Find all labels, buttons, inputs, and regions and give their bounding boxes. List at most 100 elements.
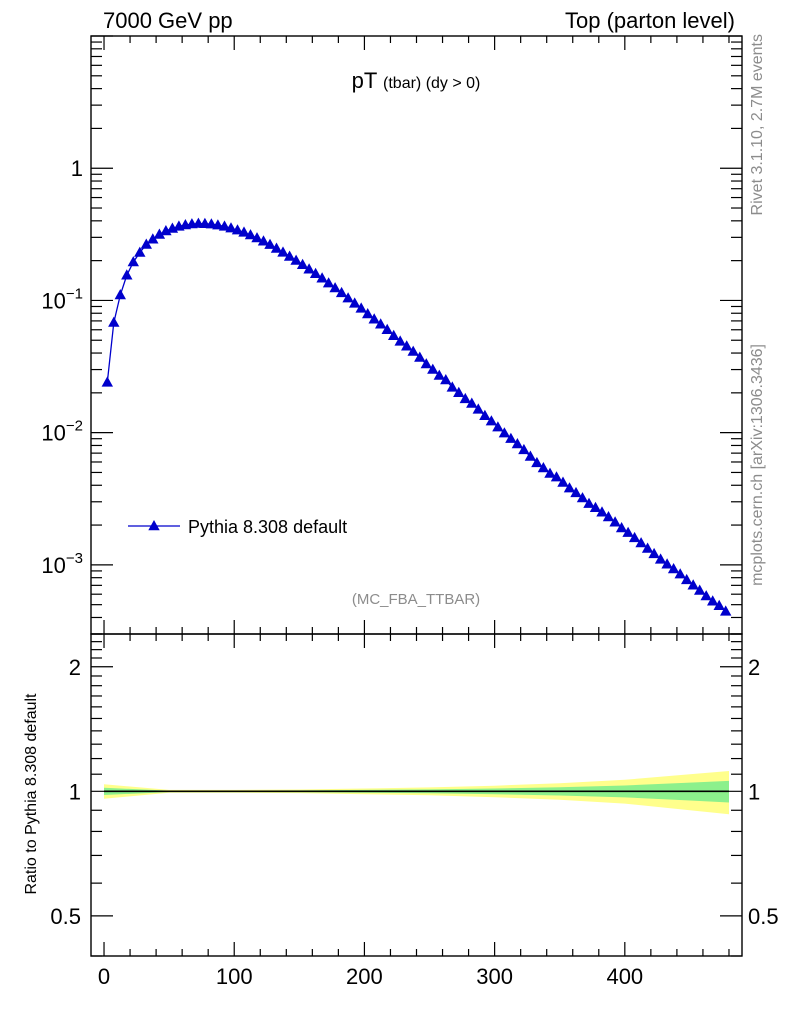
data-point: [498, 427, 511, 438]
data-point: [283, 250, 296, 261]
data-point: [485, 415, 498, 426]
data-point: [355, 302, 367, 313]
data-point: [609, 516, 621, 527]
data-point: [335, 286, 348, 298]
data-point: [231, 224, 244, 235]
data-point: [466, 397, 478, 408]
data-point: [218, 220, 231, 231]
data-point: [654, 553, 667, 564]
data-point: [550, 471, 563, 482]
data-point: [511, 438, 524, 449]
data-point: [602, 511, 615, 522]
data-point: [101, 376, 113, 387]
data-point: [114, 289, 126, 300]
data-point: [147, 233, 159, 244]
main-ytick-label: 10−2: [41, 418, 83, 446]
data-point: [472, 403, 484, 414]
data-point: [615, 522, 628, 533]
data-point: [316, 272, 328, 283]
data-point: [329, 282, 341, 293]
data-point: [635, 537, 647, 548]
main-panel-data: [101, 217, 732, 616]
data-point: [388, 329, 400, 340]
data-point: [641, 542, 654, 553]
mcplots-source-label: mcplots.cern.ch [arXiv:1306.3436]: [749, 344, 766, 586]
data-point: [108, 316, 120, 327]
xtick-label: 400: [606, 964, 643, 989]
data-point: [648, 547, 660, 559]
data-point: [583, 497, 595, 508]
data-point: [440, 374, 452, 385]
ratio-ytick-label-left: 0.5: [50, 904, 81, 929]
header-collision-info: 7000 GeV pp: [103, 8, 233, 33]
ratio-ytick-label-left: 1: [69, 779, 81, 804]
ratio-ytick-label-left: 2: [69, 655, 81, 680]
data-point: [544, 467, 556, 478]
legend-label: Pythia 8.308 default: [188, 517, 347, 537]
data-point: [375, 318, 387, 329]
data-point: [479, 409, 491, 420]
data-point: [309, 267, 322, 278]
data-point: [225, 222, 237, 233]
ratio-ytick-label-right: 0.5: [748, 904, 779, 929]
chart-title: pT (tbar) (dy > 0): [352, 68, 481, 93]
data-point: [349, 297, 361, 308]
data-point: [264, 238, 276, 249]
data-point: [589, 501, 602, 512]
data-point: [622, 526, 634, 537]
ratio-ytick-label-right: 2: [748, 655, 760, 680]
data-point: [401, 340, 413, 351]
analysis-watermark: (MC_FBA_TTBAR): [352, 591, 480, 608]
data-point: [576, 492, 589, 503]
data-point: [270, 242, 283, 253]
data-point: [524, 450, 537, 461]
data-point: [322, 277, 335, 288]
data-point: [518, 443, 530, 455]
xtick-label: 300: [476, 964, 513, 989]
data-point: [537, 462, 550, 473]
data-point: [674, 568, 686, 579]
chart-labels: 1 10−1 10−2 10−3 2 2 1 1 0.5 0.5 0 100 200 300 400 pT (…: [23, 34, 779, 989]
data-point: [290, 254, 302, 265]
data-point: [453, 386, 465, 397]
rivet-version-label: Rivet 3.1.10, 2.7M events: [749, 34, 766, 215]
data-point: [707, 595, 719, 606]
xtick-label: 200: [346, 964, 383, 989]
data-point: [420, 358, 432, 369]
header-process-info: Top (parton level): [565, 8, 735, 33]
data-point: [134, 246, 146, 257]
data-point: [694, 584, 706, 595]
data-point: [394, 335, 406, 346]
data-point: [628, 531, 641, 543]
data-point: [661, 558, 673, 569]
data-point: [244, 229, 257, 240]
data-point: [433, 369, 445, 380]
data-point: [459, 392, 471, 404]
data-point: [212, 219, 224, 230]
data-point: [563, 482, 576, 493]
xtick-label: 0: [98, 964, 110, 989]
data-point: [368, 313, 380, 324]
data-point: [303, 263, 315, 274]
data-point: [257, 235, 270, 246]
data-point: [531, 456, 543, 468]
data-point: [570, 486, 582, 498]
data-point: [127, 256, 139, 267]
data-point: [681, 573, 693, 585]
data-point: [492, 421, 504, 432]
data-point: [505, 432, 517, 443]
data-point: [713, 599, 725, 610]
ratio-ytick-label-right: 1: [748, 779, 760, 804]
data-point: [121, 269, 133, 280]
data-point: [153, 228, 166, 239]
xtick-label: 100: [216, 964, 253, 989]
ratio-ylabel: Ratio to Pythia 8.308 default: [23, 693, 40, 895]
data-point: [362, 308, 374, 319]
data-point: [140, 238, 152, 249]
main-ytick-label: 10−3: [41, 550, 83, 578]
data-point: [687, 579, 699, 590]
data-point: [238, 226, 250, 237]
data-point: [342, 292, 354, 303]
data-point: [596, 506, 608, 517]
